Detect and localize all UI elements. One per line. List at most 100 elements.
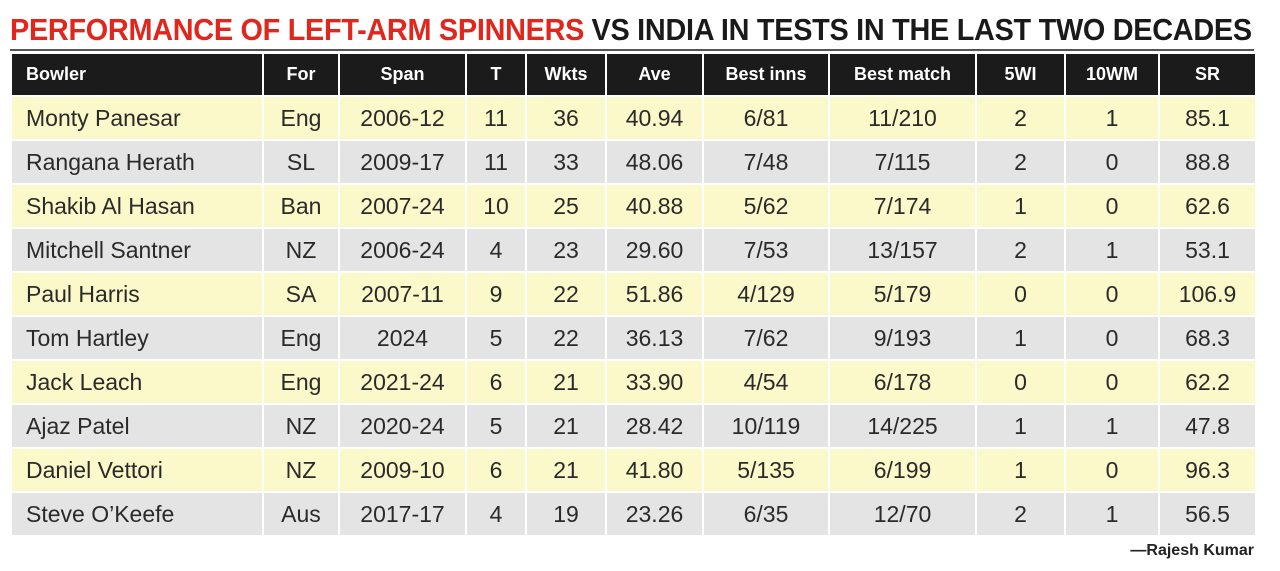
stat-cell: Aus [262, 491, 340, 537]
stat-cell: 5/179 [828, 271, 977, 317]
stat-cell: 2020-24 [338, 403, 467, 449]
stat-cell: SA [262, 271, 340, 317]
stat-cell: 11 [465, 95, 527, 141]
stat-cell: SL [262, 139, 340, 185]
table-row: Rangana Herath SL 2009-17 11 33 48.06 7/48 7/11… [10, 139, 1257, 185]
stat-cell: 1 [975, 447, 1066, 493]
stat-cell: 23 [525, 227, 607, 273]
table-row: Mitchell Santner NZ 2006-24 4 23 29.60 7/53 13/… [10, 227, 1257, 273]
stat-cell: 1 [1064, 227, 1160, 273]
stat-cell: Eng [262, 315, 340, 361]
stat-cell: 5/135 [702, 447, 830, 493]
stat-cell: 96.3 [1158, 447, 1257, 493]
table-row: Ajaz Patel NZ 2020-24 5 21 28.42 10/119 14/225 1… [10, 403, 1257, 449]
stat-cell: 1 [975, 183, 1066, 229]
stat-cell: 2 [975, 491, 1066, 537]
stat-cell: 7/115 [828, 139, 977, 185]
stat-cell: 6 [465, 447, 527, 493]
stat-cell: 0 [1064, 183, 1160, 229]
stat-cell: Eng [262, 359, 340, 405]
column-header: Bowler [10, 54, 264, 97]
stat-cell: 2021-24 [338, 359, 467, 405]
stat-cell: 2 [975, 95, 1066, 141]
stat-cell: NZ [262, 227, 340, 273]
stat-cell: 4/54 [702, 359, 830, 405]
stat-cell: 9/193 [828, 315, 977, 361]
stat-cell: 33.90 [605, 359, 704, 405]
stat-cell: 48.06 [605, 139, 704, 185]
stat-cell: 68.3 [1158, 315, 1257, 361]
header-row: Bowler For Span T Wkts Ave Best inns Best match… [10, 54, 1257, 97]
stat-cell: 62.6 [1158, 183, 1257, 229]
column-header: Best inns [702, 54, 830, 97]
stat-cell: 0 [975, 271, 1066, 317]
stat-cell: 11/210 [828, 95, 977, 141]
stat-cell: 29.60 [605, 227, 704, 273]
table-row: Paul Harris SA 2007-11 9 22 51.86 4/129 5/179 0 0… [10, 271, 1257, 317]
stat-cell: 6/199 [828, 447, 977, 493]
bowler-name-cell: Paul Harris [10, 271, 264, 317]
stat-cell: 19 [525, 491, 607, 537]
bowler-name-cell: Tom Hartley [10, 315, 264, 361]
stat-cell: 85.1 [1158, 95, 1257, 141]
stat-cell: 0 [975, 359, 1066, 405]
column-header: For [262, 54, 340, 97]
page-title: PERFORMANCE OF LEFT-ARM SPINNERS VS INDIA… [10, 8, 1272, 52]
stat-cell: 2 [975, 139, 1066, 185]
stat-cell: 41.80 [605, 447, 704, 493]
stat-cell: 0 [1064, 447, 1160, 493]
stat-cell: 13/157 [828, 227, 977, 273]
stat-cell: 6/81 [702, 95, 830, 141]
bowler-name-cell: Mitchell Santner [10, 227, 264, 273]
stat-cell: 1 [975, 403, 1066, 449]
stat-cell: 1 [1064, 491, 1160, 537]
stat-cell: 2006-12 [338, 95, 467, 141]
bowler-name-cell: Daniel Vettori [10, 447, 264, 493]
table-row: Monty Panesar Eng 2006-12 11 36 40.94 6/81 11/2… [10, 95, 1257, 141]
stat-cell: 62.2 [1158, 359, 1257, 405]
bowler-name-cell: Steve O’Keefe [10, 491, 264, 537]
stat-cell: 22 [525, 315, 607, 361]
stat-cell: NZ [262, 403, 340, 449]
stat-cell: 0 [1064, 315, 1160, 361]
stats-table: Bowler For Span T Wkts Ave Best inns Best match… [10, 54, 1257, 537]
table-body: Monty Panesar Eng 2006-12 11 36 40.94 6/81 11/2… [10, 95, 1257, 537]
stat-cell: Eng [262, 95, 340, 141]
stat-cell: 21 [525, 403, 607, 449]
stat-cell: 4 [465, 227, 527, 273]
bowler-name-cell: Monty Panesar [10, 95, 264, 141]
title-rest: VS INDIA IN TESTS IN THE LAST TWO DECADE… [591, 12, 1253, 47]
stat-cell: Ban [262, 183, 340, 229]
stat-cell: 88.8 [1158, 139, 1257, 185]
stat-cell: 21 [525, 447, 607, 493]
column-header: Wkts [525, 54, 607, 97]
stat-cell: 0 [1064, 139, 1160, 185]
stat-cell: 1 [1064, 95, 1160, 141]
stat-cell: 22 [525, 271, 607, 317]
stat-cell: 6/178 [828, 359, 977, 405]
column-header: T [465, 54, 527, 97]
stat-cell: 4/129 [702, 271, 830, 317]
stat-cell: 2009-10 [338, 447, 467, 493]
table-row: Shakib Al Hasan Ban 2007-24 10 25 40.88 5/62 7/… [10, 183, 1257, 229]
stat-cell: 7/174 [828, 183, 977, 229]
stat-cell: 23.26 [605, 491, 704, 537]
column-header: 10WM [1064, 54, 1160, 97]
stat-cell: 47.8 [1158, 403, 1257, 449]
column-header: Span [338, 54, 467, 97]
title-rule [10, 49, 1254, 51]
stat-cell: 7/53 [702, 227, 830, 273]
stat-cell: 2 [975, 227, 1066, 273]
stat-cell: 2009-17 [338, 139, 467, 185]
stat-cell: 14/225 [828, 403, 977, 449]
title-highlight: PERFORMANCE OF LEFT-ARM SPINNERS [10, 12, 585, 47]
stat-cell: NZ [262, 447, 340, 493]
stat-cell: 12/70 [828, 491, 977, 537]
stat-cell: 6/35 [702, 491, 830, 537]
column-header: Best match [828, 54, 977, 97]
stat-cell: 5/62 [702, 183, 830, 229]
stat-cell: 40.88 [605, 183, 704, 229]
stat-cell: 7/48 [702, 139, 830, 185]
stat-cell: 33 [525, 139, 607, 185]
stat-cell: 1 [1064, 403, 1160, 449]
